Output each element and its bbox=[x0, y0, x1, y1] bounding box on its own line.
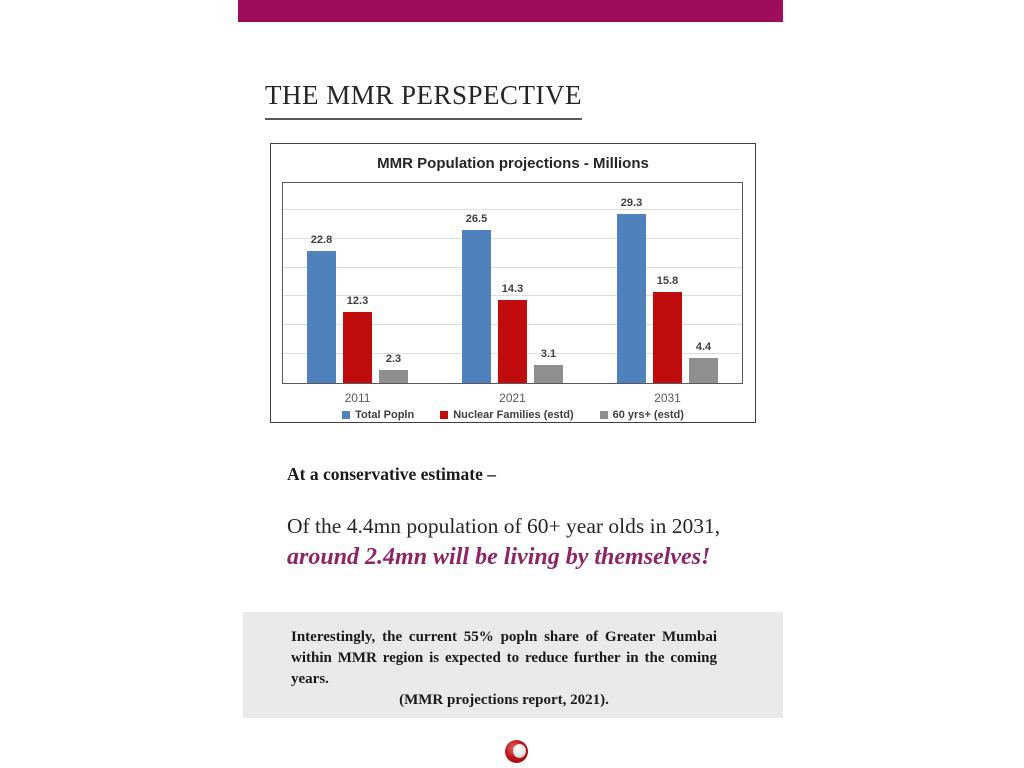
x-axis-label-2021: 2021 bbox=[499, 391, 526, 405]
population-statement: Of the 4.4mn population of 60+ year olds… bbox=[287, 514, 721, 538]
bar-value-label: 29.3 bbox=[620, 196, 643, 209]
bar-value-label: 3.1 bbox=[540, 348, 557, 361]
gridline bbox=[283, 237, 742, 239]
bar-total-popln-2021: 26.5 bbox=[462, 213, 491, 383]
bar-value-label: 26.5 bbox=[465, 213, 488, 226]
lead-statement: At a conservative estimate – bbox=[287, 464, 496, 484]
x-axis-label-2011: 2011 bbox=[344, 391, 371, 405]
legend-label: 60 yrs+ (estd) bbox=[612, 409, 684, 421]
bar-value-label: 12.3 bbox=[346, 295, 369, 308]
x-axis-label-2031: 2031 bbox=[654, 391, 681, 405]
top-accent-bar bbox=[238, 0, 783, 22]
chart-legend: Total Popln Nuclear Families (estd) 60 yrs… bbox=[271, 409, 755, 421]
gridline bbox=[283, 295, 742, 297]
legend-label: Total Popln bbox=[355, 409, 415, 421]
legend-item-60-yrs-estd-: 60 yrs+ (estd) bbox=[599, 409, 684, 421]
red-sphere-logo bbox=[505, 740, 528, 763]
chart-title: MMR Population projections - Millions bbox=[377, 155, 649, 172]
chart-plot-area: 22.8 12.3 2.3 26.5 14.3 3.1 29.3 15.8 4.4 bbox=[282, 182, 743, 384]
legend-swatch bbox=[440, 411, 449, 419]
callout-box: Interestingly, the current 55% popln sha… bbox=[243, 612, 783, 718]
bar-total-popln-2031: 29.3 bbox=[617, 197, 646, 383]
gridline bbox=[283, 266, 742, 268]
bar-group-2031: 29.3 15.8 4.4 bbox=[617, 181, 718, 383]
bar-60-yrs-estd--2011: 2.3 bbox=[379, 353, 408, 383]
bar-60-yrs-estd--2021: 3.1 bbox=[534, 348, 563, 383]
highlight-statement: around 2.4mn will be living by themselve… bbox=[287, 544, 711, 570]
bar-total-popln-2011: 22.8 bbox=[307, 234, 336, 383]
bar-nuclear-families-estd--2031: 15.8 bbox=[653, 275, 682, 383]
bar-value-label: 15.8 bbox=[656, 274, 679, 287]
bar-value-label: 2.3 bbox=[385, 352, 402, 365]
bar-value-label: 4.4 bbox=[695, 340, 712, 353]
bar-nuclear-families-estd--2021: 14.3 bbox=[498, 283, 527, 383]
bar-60-yrs-estd--2031: 4.4 bbox=[689, 341, 718, 383]
page-title: THE MMR PERSPECTIVE bbox=[265, 80, 583, 120]
bar-value-label: 22.8 bbox=[310, 234, 333, 247]
legend-item-nuclear-families-estd-: Nuclear Families (estd) bbox=[440, 409, 574, 421]
legend-item-total-popln: Total Popln bbox=[342, 409, 414, 421]
gridline bbox=[283, 208, 742, 210]
bar-group-2011: 22.8 12.3 2.3 bbox=[307, 181, 408, 383]
legend-label: Nuclear Families (estd) bbox=[453, 409, 574, 421]
bar-nuclear-families-estd--2011: 12.3 bbox=[343, 295, 372, 383]
bar-groups: 22.8 12.3 2.3 26.5 14.3 3.1 29.3 15.8 4.4 bbox=[283, 181, 742, 383]
legend-swatch bbox=[599, 411, 608, 419]
chart-x-axis-labels: 2011 2021 2031 bbox=[282, 391, 743, 405]
callout-citation: (MMR projections report, 2021). bbox=[399, 692, 609, 708]
bar-group-2021: 26.5 14.3 3.1 bbox=[462, 181, 563, 383]
callout-line: within MMR region is expected to reduce … bbox=[291, 650, 717, 666]
bar-value-label: 14.3 bbox=[501, 283, 524, 296]
legend-swatch bbox=[342, 411, 351, 419]
callout-line: years. bbox=[291, 671, 329, 687]
population-projections-chart: MMR Population projections - Millions 22… bbox=[270, 143, 756, 423]
callout-line: Interestingly, the current 55% popln sha… bbox=[291, 629, 717, 645]
